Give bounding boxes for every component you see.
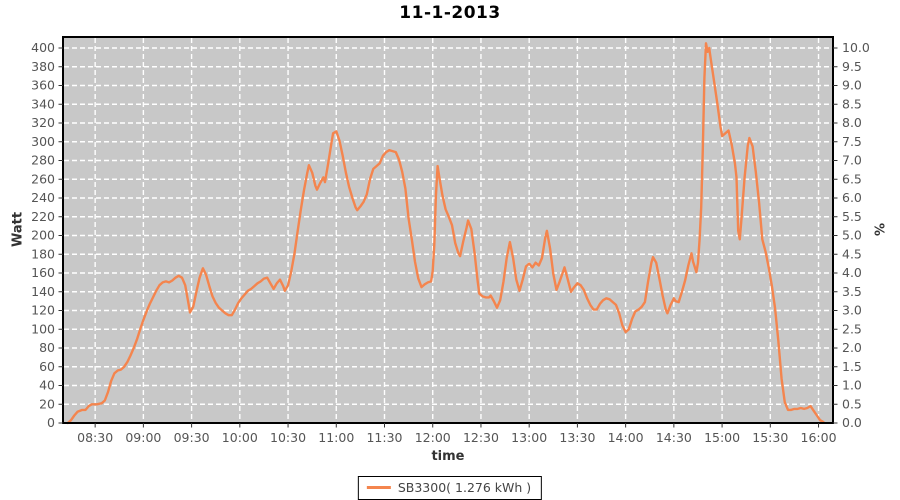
pct-tick-label: 7.5 (842, 134, 862, 149)
watt-tick-label: 100 (31, 321, 55, 336)
watt-tick-label: 120 (31, 303, 55, 318)
y-axis-label-watt: Watt (10, 211, 26, 248)
time-tick-label: 12:30 (463, 430, 499, 445)
pct-tick-label: 10.0 (842, 40, 870, 55)
pct-tick-label: 1.0 (842, 378, 862, 393)
y-axis-label-percent: % (870, 222, 886, 237)
legend-line-swatch (366, 486, 391, 489)
watt-tick-label: 0 (47, 415, 55, 430)
watt-tick-label: 60 (39, 359, 55, 374)
watt-tick-label: 240 (31, 190, 55, 205)
pct-tick-label: 3.0 (842, 303, 862, 318)
x-axis-label-time: time (431, 449, 465, 464)
time-tick-label: 11:00 (318, 430, 354, 445)
watt-tick-label: 180 (31, 246, 55, 261)
time-tick-label: 11:30 (366, 430, 402, 445)
pct-tick-label: 1.5 (842, 359, 862, 374)
time-tick-label: 14:00 (608, 430, 644, 445)
watt-tick-label: 40 (39, 378, 55, 393)
time-tick-label: 10:30 (270, 430, 306, 445)
watt-tick-label: 340 (31, 96, 55, 111)
time-tick-label: 13:00 (511, 430, 547, 445)
watt-tick-label: 20 (39, 396, 55, 411)
watt-tick-label: 220 (31, 209, 55, 224)
legend-series-label: SB3300( 1.276 kWh ) (397, 480, 532, 495)
pct-tick-label: 5.0 (842, 228, 862, 243)
time-tick-label: 15:30 (752, 430, 788, 445)
pct-tick-label: 0.0 (842, 415, 862, 430)
watt-tick-label: 160 (31, 265, 55, 280)
time-tick-label: 08:30 (77, 430, 113, 445)
time-tick-label: 12:00 (415, 430, 451, 445)
pct-tick-label: 3.5 (842, 284, 862, 299)
time-tick-label: 15:00 (704, 430, 740, 445)
pct-tick-label: 2.5 (842, 321, 862, 336)
pct-tick-label: 4.0 (842, 265, 862, 280)
legend: SB3300( 1.276 kWh ) (357, 476, 543, 500)
series-sb3300-line (66, 42, 825, 425)
pct-tick-label: 9.0 (842, 78, 862, 93)
pct-tick-label: 6.5 (842, 171, 862, 186)
pct-tick-label: 6.0 (842, 190, 862, 205)
pct-tick-label: 4.5 (842, 246, 862, 261)
pct-tick-label: 0.5 (842, 396, 862, 411)
pct-tick-label: 7.0 (842, 153, 862, 168)
time-tick-label: 13:30 (559, 430, 595, 445)
time-tick-label: 09:00 (125, 430, 161, 445)
time-tick-label: 09:30 (174, 430, 210, 445)
plot-area (63, 37, 833, 423)
time-tick-label: 16:00 (801, 430, 837, 445)
pct-tick-label: 5.5 (842, 209, 862, 224)
pct-tick-label: 8.0 (842, 115, 862, 130)
watt-tick-label: 320 (31, 115, 55, 130)
pct-tick-label: 9.5 (842, 59, 862, 74)
pct-tick-label: 2.0 (842, 340, 862, 355)
watt-tick-label: 280 (31, 153, 55, 168)
watt-tick-label: 80 (39, 340, 55, 355)
pct-tick-label: 8.5 (842, 96, 862, 111)
watt-tick-label: 360 (31, 78, 55, 93)
watt-tick-label: 400 (31, 40, 55, 55)
watt-tick-label: 200 (31, 228, 55, 243)
time-tick-label: 14:30 (656, 430, 692, 445)
watt-tick-label: 260 (31, 171, 55, 186)
time-tick-label: 10:00 (222, 430, 258, 445)
watt-tick-label: 140 (31, 284, 55, 299)
watt-tick-label: 300 (31, 134, 55, 149)
watt-tick-label: 380 (31, 59, 55, 74)
plot-border (62, 36, 834, 424)
chart-title: 11-1-2013 (399, 3, 501, 23)
